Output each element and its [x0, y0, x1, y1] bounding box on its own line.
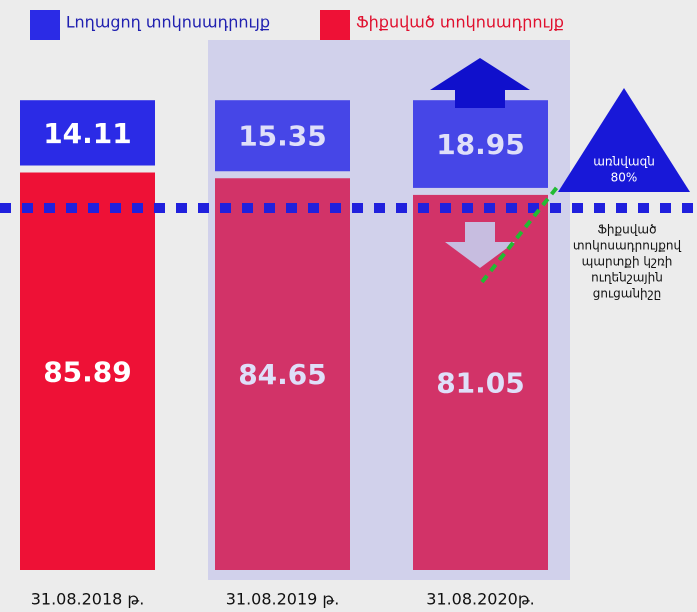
note-text: տոկոսադրույքով: [573, 239, 682, 253]
legend-swatch: [320, 10, 350, 40]
value-label: 15.35: [238, 120, 327, 153]
value-label: 84.65: [238, 358, 327, 391]
bar-segment: [20, 100, 155, 166]
x-tick-label: 31.08.2020թ.: [426, 590, 535, 609]
value-label: 81.05: [436, 366, 525, 399]
trend-line: [480, 184, 560, 284]
value-label: 85.89: [43, 355, 132, 388]
legend-label: Լողացող տոկոսադրույք: [66, 13, 270, 32]
bar-segment: [215, 178, 350, 570]
threshold-label: առնվազն: [593, 155, 655, 169]
threshold-label: 80%: [611, 171, 638, 185]
legend-swatch: [30, 10, 60, 40]
x-tick-label: 31.08.2018 թ.: [31, 590, 145, 609]
bar-segment: [413, 100, 548, 188]
note-text: Ֆիքսված: [597, 223, 656, 237]
legend-label: Ֆիքսված տոկոսադրույք: [356, 13, 564, 32]
value-label: 18.95: [436, 128, 525, 161]
note-text: ուղենշային: [591, 271, 663, 285]
value-label: 14.11: [43, 117, 132, 150]
down-arrow: [445, 222, 515, 268]
bar-segment: [20, 172, 155, 570]
up-arrow: [430, 58, 530, 108]
highlight-panel: [208, 40, 570, 580]
note-text: ցուցանիշը: [593, 287, 662, 301]
note-text: պարտքի կշռի: [582, 255, 673, 269]
bar-segment: [215, 100, 350, 172]
triangle: [558, 88, 690, 192]
x-tick-label: 31.08.2019 թ.: [226, 590, 340, 609]
